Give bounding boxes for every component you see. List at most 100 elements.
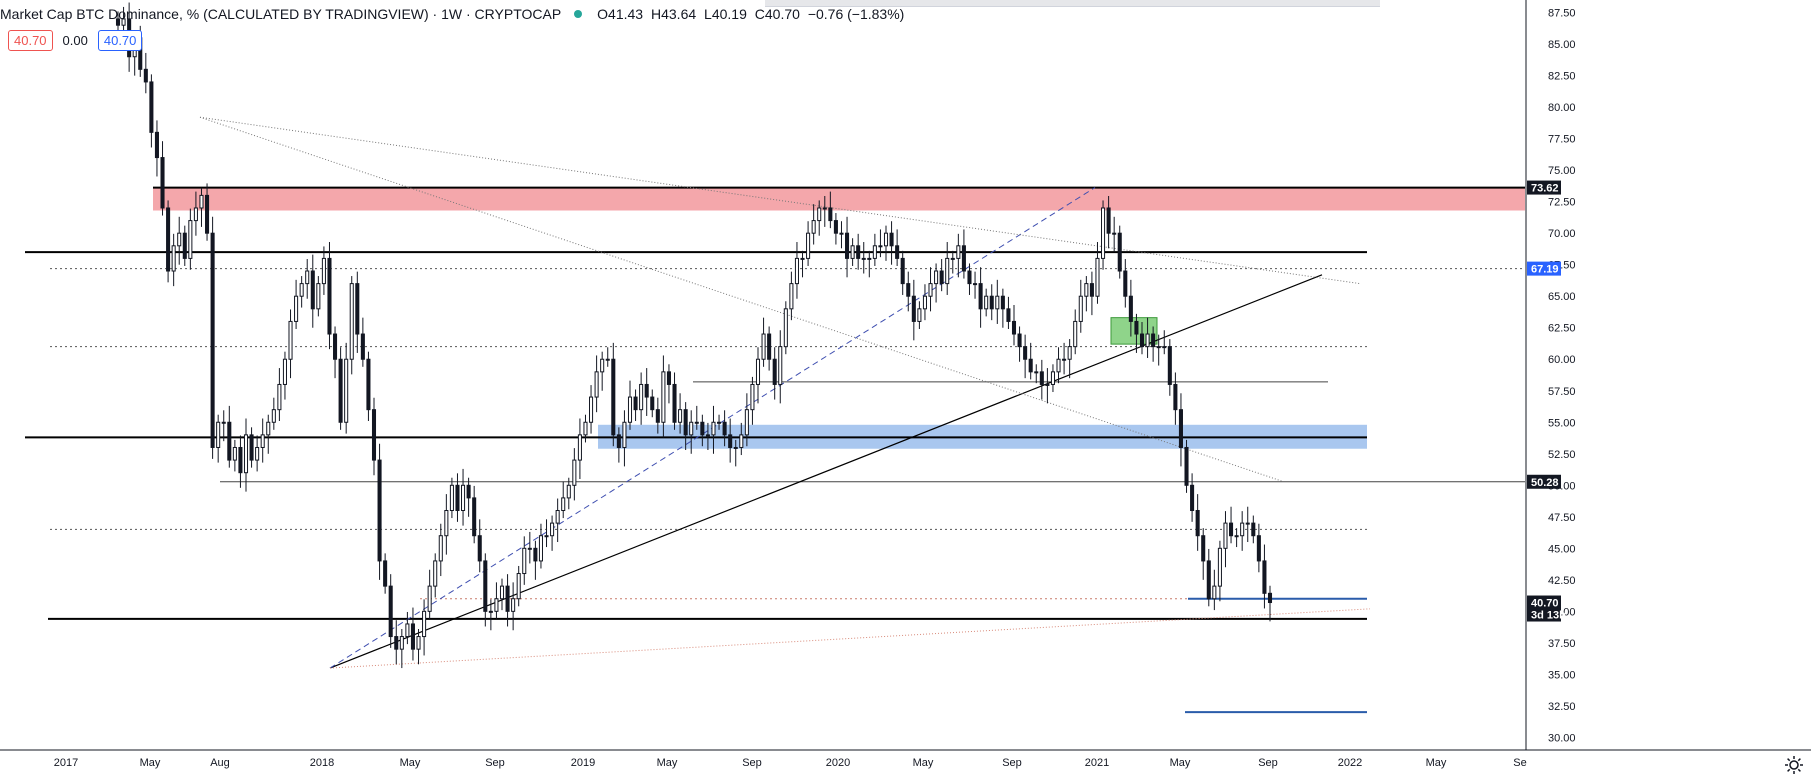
candle-body — [856, 245, 861, 259]
candle-body — [1011, 320, 1017, 335]
candle-body — [399, 636, 404, 650]
symbol-title[interactable]: Market Cap BTC Dominance, % (CALCULATED … — [0, 6, 562, 22]
top-toolbar-edge — [765, 0, 1380, 7]
candle-body — [333, 333, 338, 360]
candle-body — [544, 535, 549, 538]
candle-body — [1034, 371, 1039, 374]
candle-body — [294, 295, 299, 322]
candle-body — [232, 446, 237, 461]
candle-body — [249, 434, 254, 461]
candle-body — [1095, 257, 1100, 297]
candle-body — [1206, 560, 1211, 600]
candle-body — [210, 232, 215, 448]
resistance-zone[interactable] — [153, 187, 1525, 211]
close-value: C40.70 — [754, 6, 800, 22]
candle-body — [221, 421, 226, 424]
candle-body — [739, 434, 744, 448]
candle-body — [767, 333, 772, 360]
price-tick-label: 45.00 — [1548, 543, 1576, 555]
candle-body — [1101, 207, 1106, 259]
candle-body — [666, 371, 671, 385]
candle-body — [845, 232, 850, 259]
candle-body — [839, 232, 844, 235]
price-tick-label: 80.00 — [1548, 102, 1576, 114]
candle-body — [277, 383, 282, 411]
candle-body — [611, 358, 616, 436]
candle-body — [1089, 283, 1094, 297]
candle-body — [911, 295, 916, 322]
candle-body — [444, 510, 449, 537]
candle-body — [973, 283, 978, 286]
candle-body — [711, 421, 716, 436]
candle-body — [166, 207, 171, 272]
candle-body — [639, 383, 644, 411]
time-tick-label: Sep — [1002, 757, 1022, 769]
candle-body — [906, 283, 911, 297]
buy-price-button[interactable]: 40.70 — [97, 30, 143, 51]
candle-body — [978, 283, 983, 310]
candle-body — [822, 207, 827, 210]
candle-body — [377, 459, 382, 562]
candle-body — [700, 421, 705, 436]
candle-body — [817, 207, 822, 222]
sell-price-button[interactable]: 40.70 — [8, 30, 53, 51]
trend-line[interactable] — [199, 116, 1361, 285]
candle-body — [494, 598, 499, 612]
candle-body — [472, 497, 477, 537]
candle-body — [327, 257, 332, 335]
candle-body — [238, 446, 243, 474]
candle-body — [1234, 535, 1239, 538]
time-tick-label: 2021 — [1085, 757, 1109, 769]
candle-body — [1112, 232, 1117, 235]
candle-body — [366, 358, 371, 411]
gear-icon[interactable] — [1783, 754, 1805, 776]
candle-body — [477, 535, 482, 562]
candle-body — [266, 421, 271, 436]
candle-body — [243, 434, 249, 474]
price-tick-label: 52.50 — [1548, 449, 1576, 461]
candle-body — [627, 396, 633, 423]
candle-body — [1067, 346, 1072, 360]
price-tick-label: 72.50 — [1548, 197, 1576, 209]
candle-body — [572, 459, 577, 486]
highlight-box[interactable] — [1110, 317, 1158, 345]
candle-body — [338, 358, 343, 423]
candle-body — [967, 270, 972, 285]
candle-body — [1223, 522, 1228, 549]
trade-badges: 40.70 0.00 40.70 — [8, 30, 143, 51]
candle-body — [410, 623, 415, 650]
candle-body — [1062, 358, 1067, 361]
candle-body — [961, 245, 966, 272]
candle-body — [689, 421, 694, 436]
candle-body — [945, 257, 950, 285]
candle-body — [461, 484, 466, 512]
candle-body — [956, 245, 961, 259]
candle-body — [416, 636, 421, 650]
candle-body — [527, 547, 532, 550]
candle-body — [744, 409, 749, 436]
price-tag-label: 73.62 — [1531, 183, 1559, 195]
candle-body — [789, 283, 794, 310]
candle-body — [778, 346, 783, 385]
candle-body — [466, 484, 471, 499]
price-tag — [1527, 180, 1561, 195]
price-tick-label: 62.50 — [1548, 323, 1576, 335]
candle-body — [1023, 346, 1028, 360]
candle-body — [171, 245, 176, 272]
candle-body — [661, 371, 666, 423]
candle-body — [650, 396, 655, 411]
price-tick-label: 65.00 — [1548, 291, 1576, 303]
time-tick-label: Sep — [1258, 757, 1278, 769]
candle-body — [900, 257, 905, 285]
price-tick-label: 37.50 — [1548, 638, 1576, 650]
candle-body — [861, 257, 866, 260]
candle-body — [1145, 333, 1150, 348]
candle-body — [755, 358, 761, 385]
time-tick-label: May — [400, 757, 421, 769]
candle-body — [555, 510, 560, 524]
candle-body — [199, 194, 204, 209]
candle-body — [1073, 320, 1078, 348]
time-tick-label: 2022 — [1338, 757, 1362, 769]
time-tick-label: 2018 — [310, 757, 334, 769]
